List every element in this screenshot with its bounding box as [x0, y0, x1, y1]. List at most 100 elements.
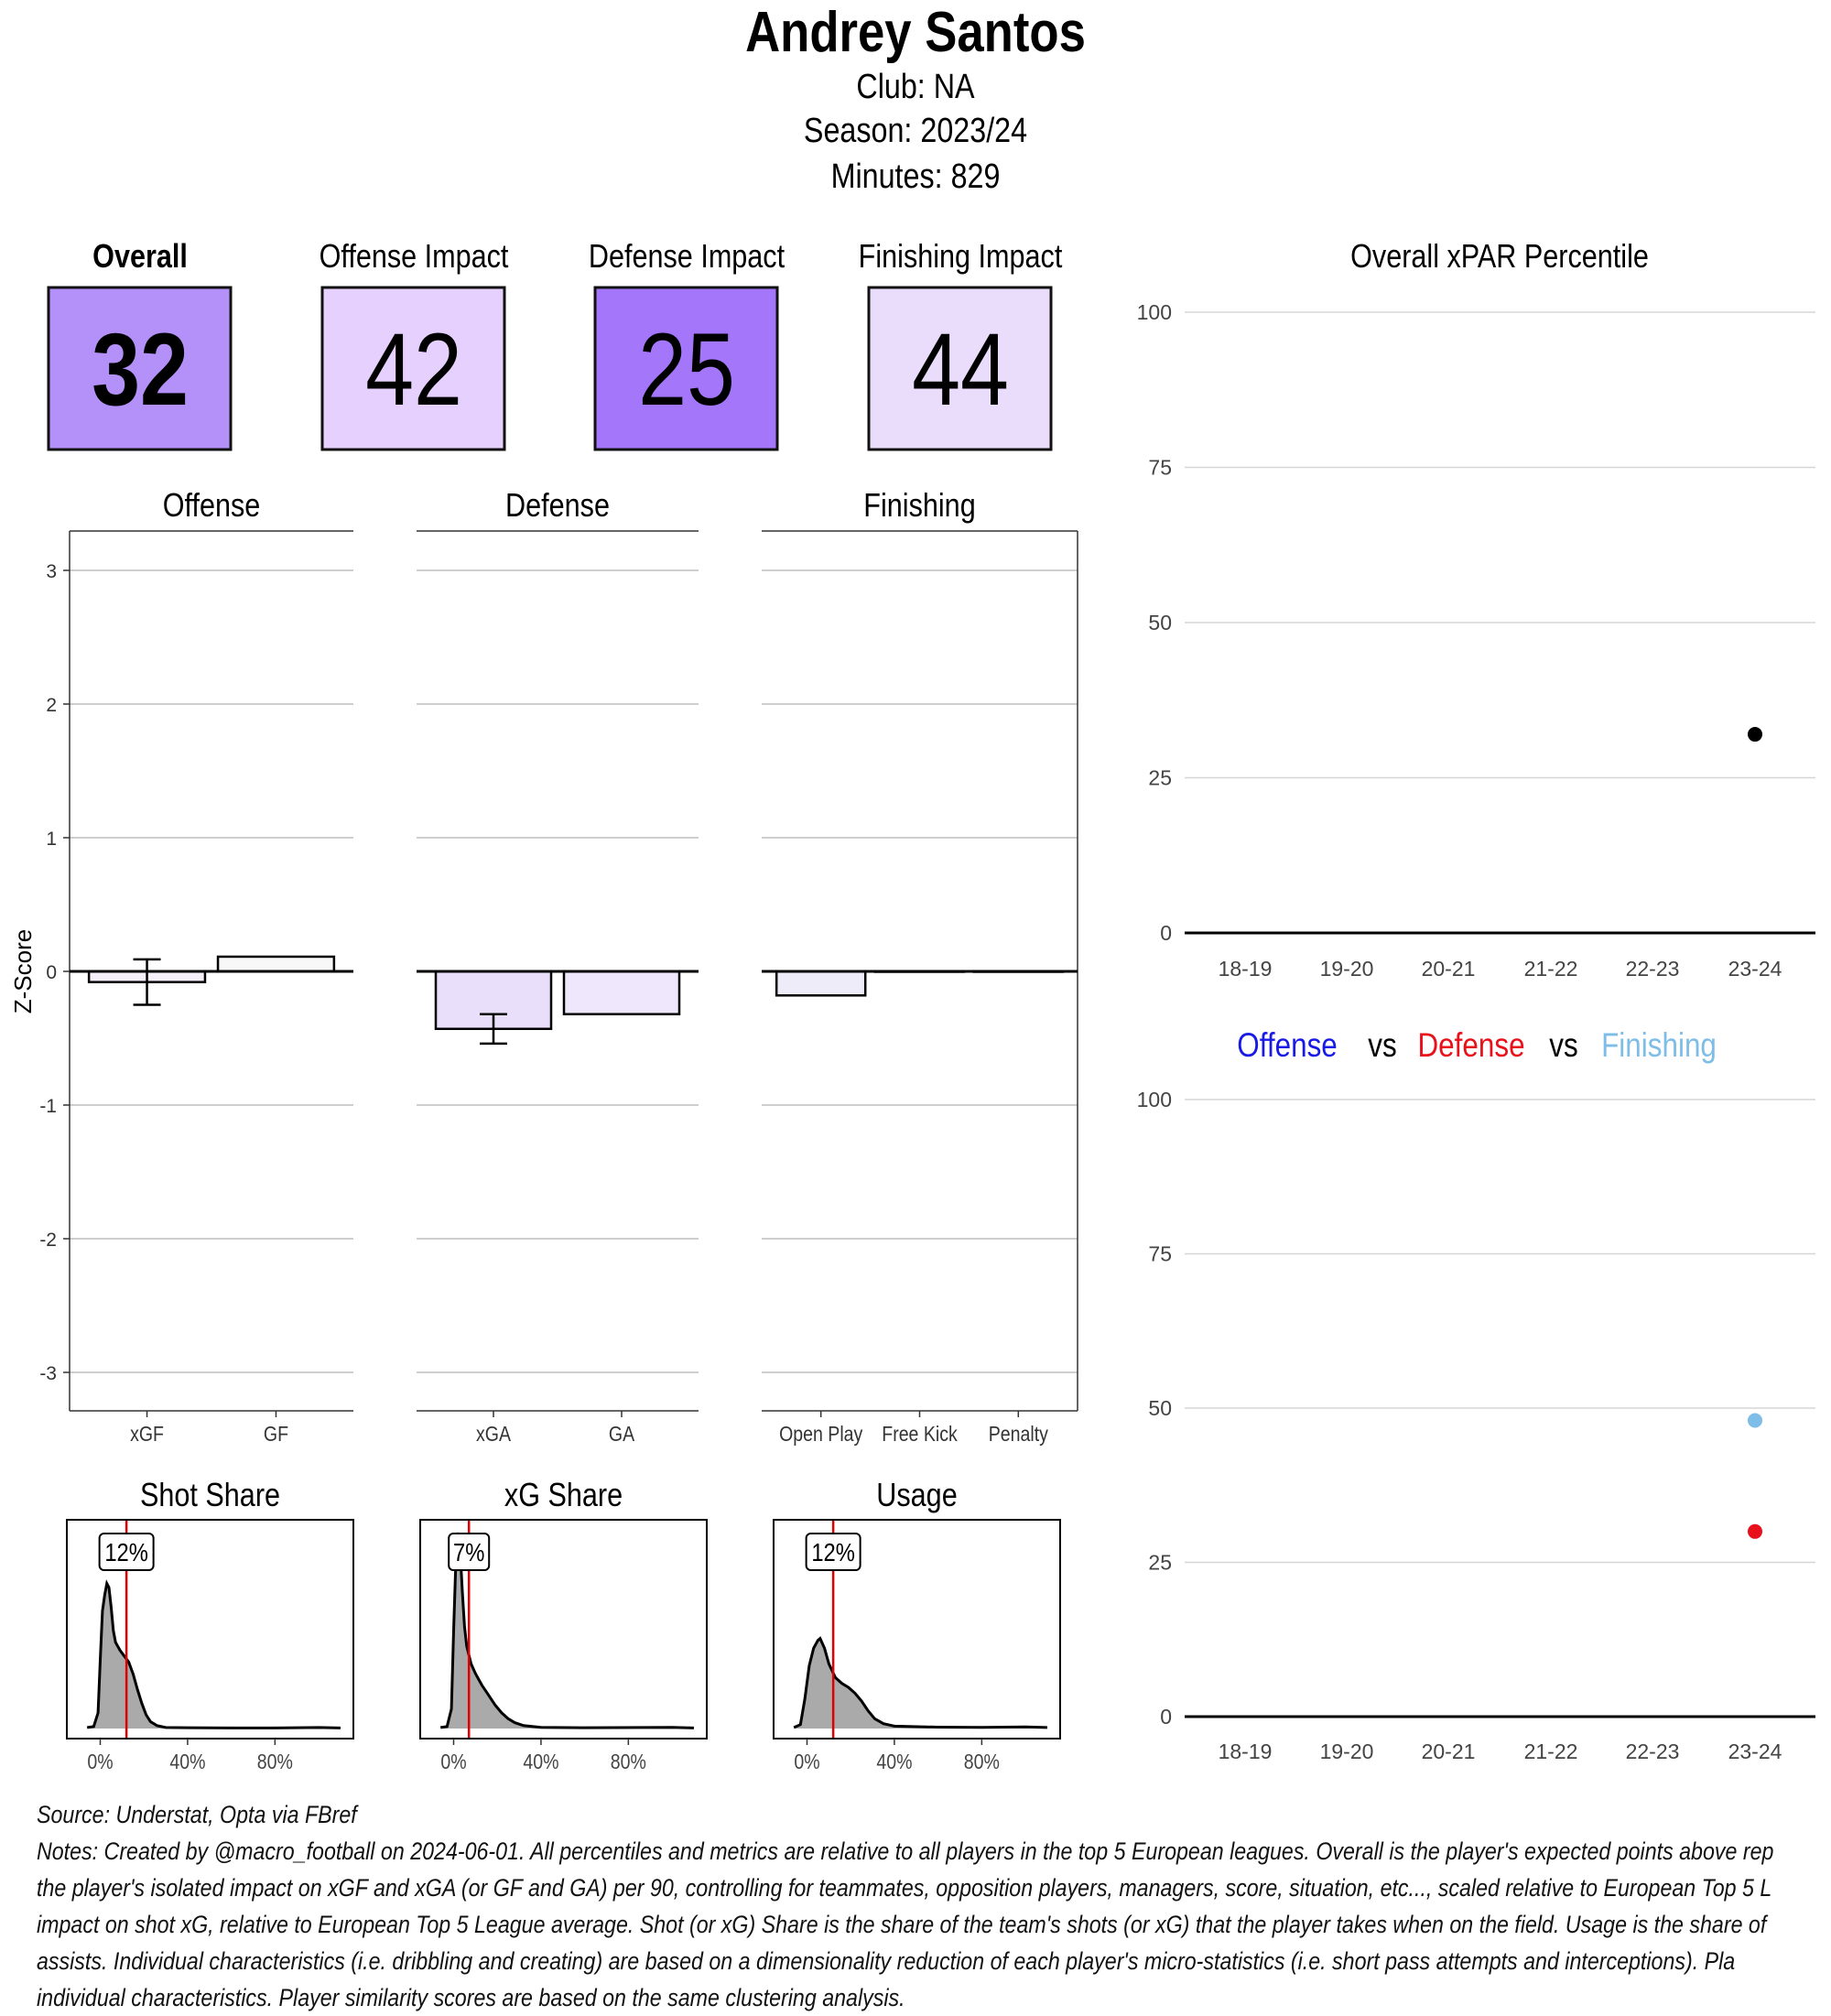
y-tick-label: 50 — [1148, 1396, 1172, 1420]
facet-title: Defense — [505, 488, 610, 525]
x-tick-label: xGA — [476, 1423, 512, 1447]
x-tick-label: GA — [609, 1423, 635, 1447]
density-area — [794, 1638, 1047, 1729]
source-note: Source: Understat, Opta via FBref — [37, 1801, 357, 1828]
bar-ga — [562, 970, 681, 1015]
value-label: 7% — [453, 1537, 484, 1566]
overall-xpar-percentile-chart: 0 25 50 75 100 18-19 19-20 20-21 21-22 22-23 23-24… — [1137, 239, 1815, 981]
x-tick-label: 19-20 — [1320, 1740, 1374, 1763]
density-curve — [793, 1636, 1047, 1729]
tile-value: 25 — [638, 313, 735, 428]
legend-item: vs — [1549, 1027, 1577, 1065]
chart-title: Overall xPAR Percentile — [1350, 239, 1649, 276]
y-tick-label: 50 — [1148, 611, 1172, 634]
notes-line: individual characteristics. Player simil… — [37, 1984, 905, 2011]
tile-value: 44 — [912, 313, 1009, 428]
tile-label: Overall — [92, 239, 188, 276]
y-tick-label: 75 — [1148, 456, 1172, 480]
y-tick-label: -1 — [39, 1096, 57, 1117]
x-tick-label: 21-22 — [1524, 1740, 1578, 1763]
density-area — [440, 1533, 694, 1729]
x-tick-label: 21-22 — [1524, 957, 1578, 981]
y-tick-label: 0 — [46, 962, 57, 983]
point-defense — [1748, 1523, 1762, 1539]
panel-border — [419, 1519, 708, 1740]
z-score-bar-chart: Offense xGF GF Defense xGA GA Finishing Open Pl… — [9, 488, 1078, 1447]
club-label: Club: NA — [856, 68, 975, 106]
tile-label: Defense Impact — [589, 239, 785, 276]
facet-title: Offense — [163, 488, 261, 525]
player-name-title: Andrey Santos — [745, 1, 1086, 64]
x-tick-label: 20-21 — [1422, 957, 1476, 981]
x-tick-label: 40% — [523, 1750, 558, 1774]
x-tick-label: 23-24 — [1728, 1740, 1782, 1763]
x-tick-label: Free Kick — [882, 1423, 958, 1447]
density-curve — [439, 1532, 694, 1729]
legend-item: Offense — [1237, 1027, 1338, 1065]
y-tick-label: 2 — [46, 695, 57, 716]
offense-defense-finishing-chart: 0 25 50 75 100 18-19 19-20 20-21 21-22 22-23 23-24… — [1137, 1027, 1815, 1763]
notes-line: Notes: Created by @macro_football on 202… — [37, 1837, 1774, 1865]
x-tick-label: 19-20 — [1320, 957, 1374, 981]
minutes-label: Minutes: 829 — [831, 157, 1001, 196]
y-tick-label: -2 — [39, 1230, 57, 1251]
x-tick-label: 0% — [87, 1750, 113, 1774]
notes-line: impact on shot xG, relative to European … — [37, 1911, 1767, 1938]
bar-open-play — [775, 970, 867, 997]
density-title: xG Share — [504, 1478, 623, 1514]
tile-value: 32 — [92, 313, 189, 428]
density-panel-usage: Usage 12% 0% 40% 80% — [773, 1478, 1061, 1774]
x-tick-label: 22-23 — [1626, 957, 1680, 981]
x-tick-label: Penalty — [989, 1423, 1048, 1447]
y-tick-label: 25 — [1148, 1551, 1172, 1575]
point-overall — [1748, 727, 1762, 742]
notes-line: the player's isolated impact on xGF and … — [37, 1874, 1772, 1902]
tile-box — [593, 286, 779, 451]
y-tick-label: 3 — [46, 561, 57, 582]
legend-item: Defense — [1417, 1027, 1524, 1065]
value-label: 12% — [104, 1537, 148, 1566]
density-title: Usage — [876, 1478, 957, 1514]
footer-notes: Source: Understat, Opta via FBref Notes:… — [37, 1796, 1831, 2016]
tile-box — [47, 286, 233, 451]
tile-label: Finishing Impact — [859, 239, 1063, 276]
bar-gf — [216, 955, 336, 973]
x-tick-label: 22-23 — [1626, 1740, 1680, 1763]
x-tick-label: xGF — [130, 1423, 164, 1447]
x-tick-label: 0% — [440, 1750, 466, 1774]
legend-item: Finishing — [1601, 1027, 1717, 1065]
tile-box — [867, 286, 1053, 451]
x-tick-label: GF — [264, 1423, 288, 1447]
density-area — [87, 1583, 341, 1729]
x-tick-label: 40% — [169, 1750, 205, 1774]
panel-border — [773, 1519, 1061, 1740]
x-tick-label: 20-21 — [1422, 1740, 1476, 1763]
x-tick-label: 40% — [876, 1750, 912, 1774]
tile-label: Offense Impact — [320, 239, 509, 276]
impact-tiles: Overall 32 Offense Impact 42 Defense Impact 2… — [47, 239, 1063, 451]
density-panel-shot-share: Shot Share 12% 0% 40% 80% — [66, 1478, 354, 1774]
value-label: 12% — [811, 1537, 855, 1566]
density-title: Shot Share — [140, 1478, 280, 1514]
y-axis-title: Z-Score — [9, 929, 37, 1013]
density-panel-xg-share: xG Share 7% 0% 40% 80% — [419, 1478, 708, 1774]
notes-line: assists. Individual characteristics (i.e… — [37, 1947, 1736, 1975]
x-tick-label: 80% — [257, 1750, 293, 1774]
x-tick-label: Open Play — [779, 1423, 863, 1447]
x-tick-label: 23-24 — [1728, 957, 1782, 981]
facet-title: Finishing — [863, 488, 975, 525]
y-tick-label: 0 — [1160, 921, 1172, 945]
value-label-box — [448, 1533, 491, 1571]
point-finishing — [1748, 1413, 1762, 1428]
y-tick-label: 25 — [1148, 766, 1172, 790]
x-tick-label: 80% — [964, 1750, 1000, 1774]
x-tick-label: 18-19 — [1219, 957, 1273, 981]
x-tick-label: 80% — [611, 1750, 646, 1774]
x-tick-label: 18-19 — [1219, 1740, 1273, 1763]
y-tick-label: 100 — [1137, 1088, 1172, 1111]
season-label: Season: 2023/24 — [804, 112, 1027, 150]
tile-box — [320, 286, 506, 451]
panel-border — [66, 1519, 354, 1740]
y-tick-label: 75 — [1148, 1242, 1172, 1266]
